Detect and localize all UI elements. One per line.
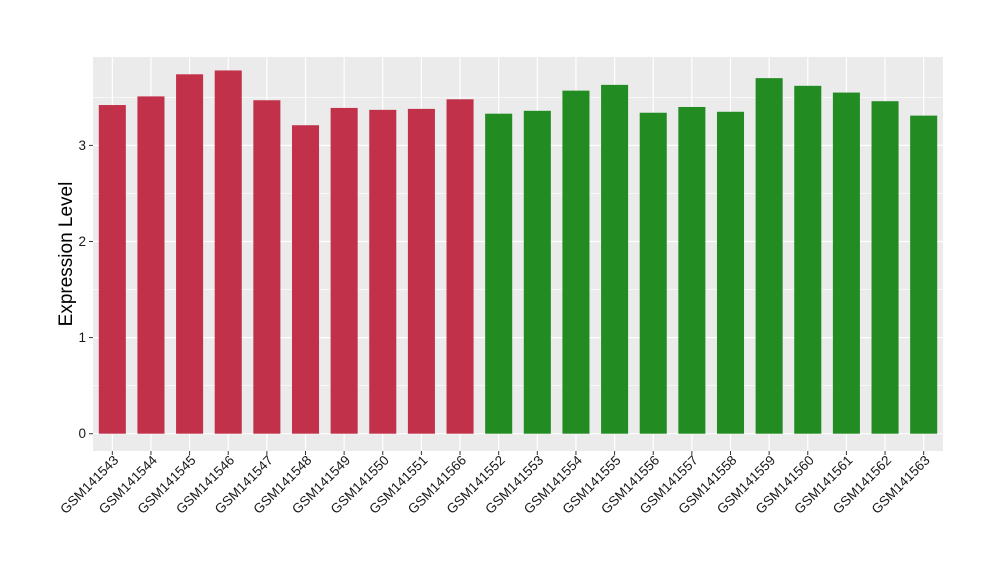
bar-GSM141550 xyxy=(369,109,397,434)
bar-GSM141547 xyxy=(253,100,281,434)
bar-GSM141544 xyxy=(137,96,165,434)
y-tick-label: 1 xyxy=(78,330,86,345)
bar-GSM141558 xyxy=(716,111,745,434)
bar-GSM141556 xyxy=(639,112,667,434)
y-tick-label: 0 xyxy=(78,426,86,441)
bar-GSM141566 xyxy=(446,99,474,434)
bar-GSM141561 xyxy=(832,92,860,434)
bar-GSM141554 xyxy=(562,90,590,434)
bar-GSM141559 xyxy=(755,78,783,434)
bar-GSM141562 xyxy=(871,101,899,434)
y-tick-label: 2 xyxy=(78,234,86,249)
bar-GSM141549 xyxy=(330,107,358,434)
bars xyxy=(98,70,938,434)
bar-GSM141545 xyxy=(176,74,204,434)
y-tick-label: 3 xyxy=(78,138,86,153)
bar-GSM141548 xyxy=(291,125,320,434)
bar-GSM141546 xyxy=(214,70,242,434)
y-axis-title: Expression Level xyxy=(56,182,77,327)
bar-GSM141560 xyxy=(794,85,822,434)
bar-GSM141553 xyxy=(523,110,551,434)
bar-GSM141551 xyxy=(407,108,435,434)
y-axis: 0 1 2 3 xyxy=(78,138,93,441)
bar-GSM141555 xyxy=(601,84,629,434)
bar-GSM141552 xyxy=(485,113,513,434)
bar-GSM141557 xyxy=(678,106,706,434)
bar-GSM141563 xyxy=(910,115,938,434)
bar-GSM141543 xyxy=(98,105,126,434)
